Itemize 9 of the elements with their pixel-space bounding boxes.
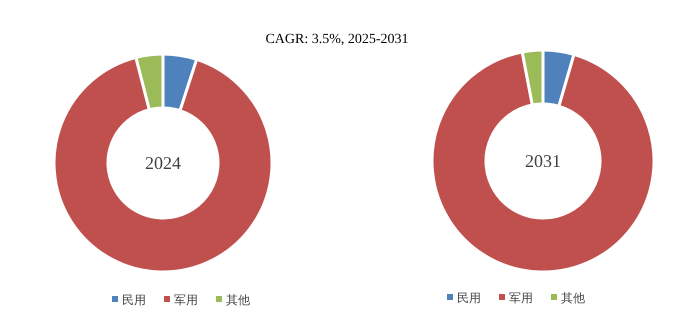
legend-label: 军用 [509,291,533,305]
legend-label: 民用 [122,293,146,307]
legend-label: 其他 [226,293,250,307]
legend-label: 民用 [457,291,481,305]
legend-label: 军用 [174,293,198,307]
text: 2024 [145,153,181,173]
legend-label: 其他 [561,291,585,305]
text: CAGR: 3.5%, 2025-2031 [265,32,409,47]
text: 2031 [525,151,561,171]
